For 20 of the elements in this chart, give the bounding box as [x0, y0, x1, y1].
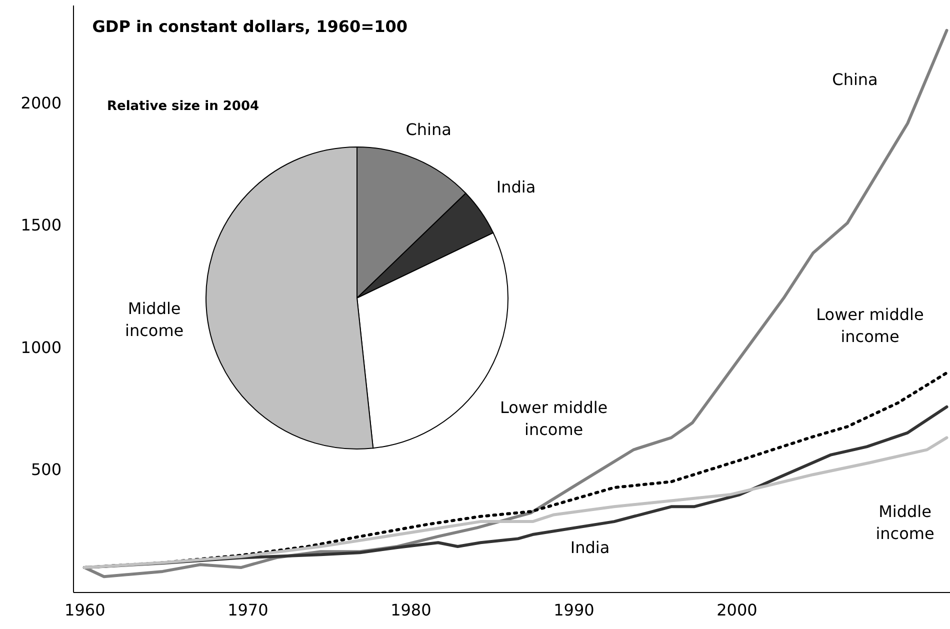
text: GDP in constant dollars, 1960=100: [92, 17, 408, 36]
chart-title: Relative size in 2004: [107, 99, 260, 114]
x-tick-label: 1980: [390, 600, 432, 620]
slice-label: India: [496, 178, 536, 197]
slice-label: Middle income: [125, 298, 184, 340]
y-tick-label: 1500: [20, 216, 62, 235]
text: China: [832, 70, 878, 89]
y-tick-label: 1000: [20, 338, 62, 357]
slice-label: Lower middle income: [500, 398, 608, 439]
slice-label: China: [406, 120, 452, 139]
text: Middle income: [876, 502, 934, 543]
line-series: [82, 436, 948, 570]
y-tick-label: 500: [30, 460, 62, 480]
text: Lower middle income: [816, 305, 924, 346]
series-label: India: [570, 538, 610, 557]
y-tick-label: 2000: [20, 93, 62, 112]
x-tick-label: 2000: [716, 600, 758, 620]
x-tick-label: 1990: [554, 600, 594, 620]
x-tick-label: 1970: [228, 600, 268, 620]
x-tick-label: 1960: [64, 600, 106, 620]
